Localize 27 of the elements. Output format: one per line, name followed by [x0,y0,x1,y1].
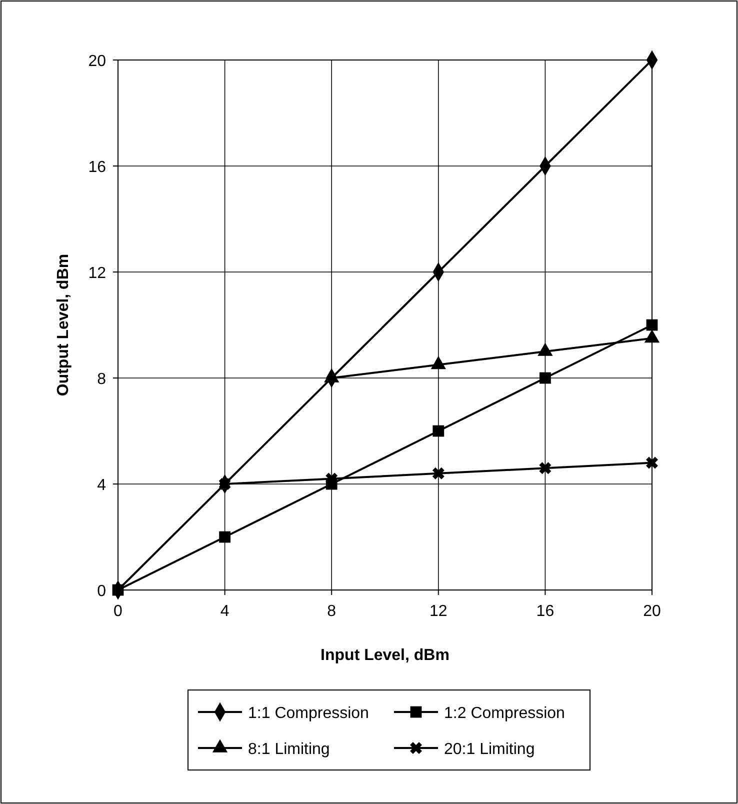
legend-label: 1:1 Compression [248,705,369,722]
x-tick-label: 4 [220,603,230,620]
point [218,478,231,490]
point [646,319,658,331]
x-tick-label: 8 [327,603,336,620]
point [646,456,658,469]
point [432,425,444,437]
point [112,584,124,596]
x-axis-title: Input Level, dBm [320,647,450,664]
y-tick-label: 12 [88,265,106,282]
x-tick-label: 0 [114,603,123,620]
point [539,462,552,474]
y-axis-title: Output Level, dBm [55,254,72,396]
legend-label: 8:1 Limiting [248,741,330,758]
legend-label: 20:1 Limiting [444,741,535,758]
y-tick-label: 4 [97,477,106,494]
legend-label: 1:2 Compression [444,705,565,722]
point [219,531,230,543]
x-tick-label: 20 [643,603,661,620]
point [540,372,551,384]
y-tick-label: 8 [97,371,106,388]
x-tick-label: 12 [430,603,448,620]
x-tick-label: 16 [536,603,554,620]
point [432,467,444,480]
y-tick-label: 20 [88,53,106,70]
y-tick-label: 16 [88,159,106,176]
y-tick-label: 0 [97,583,106,600]
